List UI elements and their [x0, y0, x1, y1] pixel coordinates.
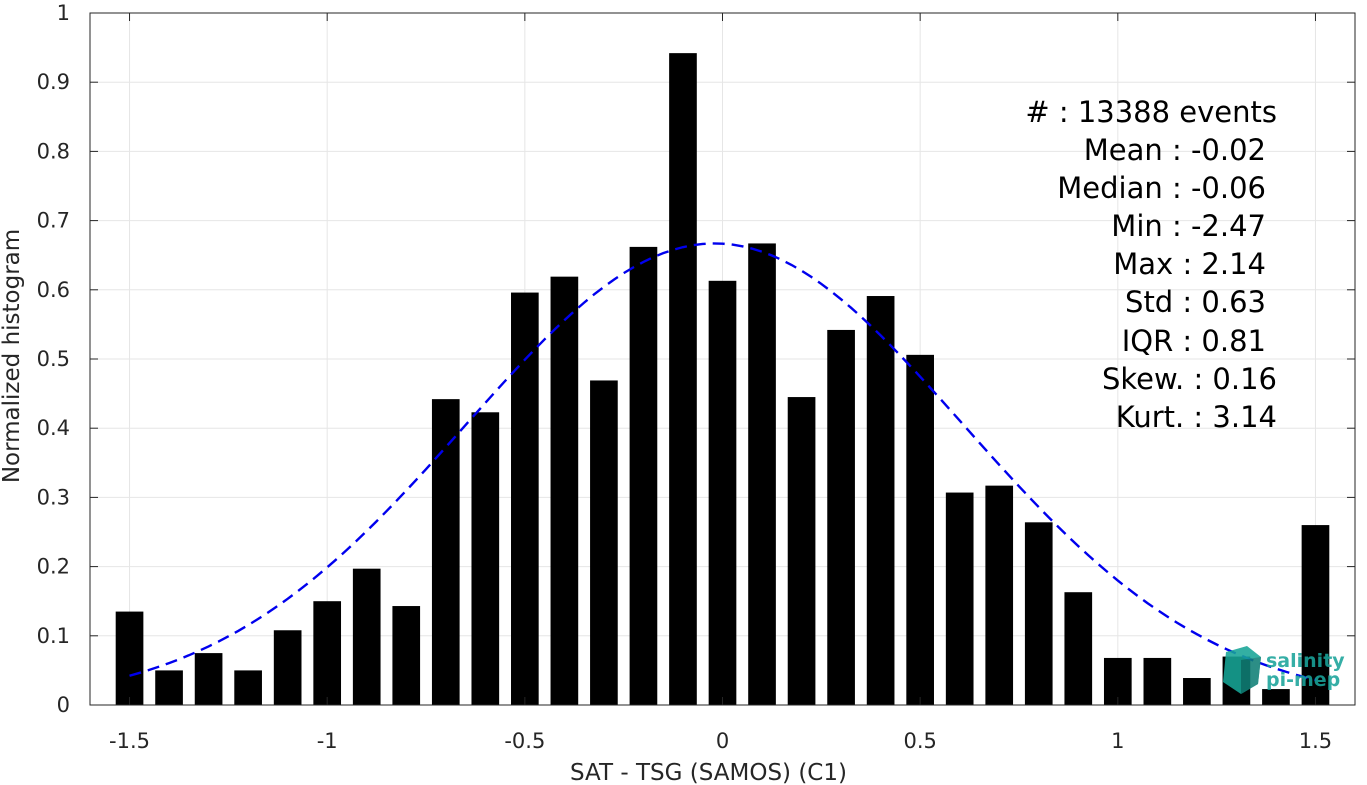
histogram-bar	[945, 492, 974, 705]
stat-kurt: Kurt. : 3.14	[1116, 400, 1277, 434]
stat-iqr: IQR : 0.81	[1122, 324, 1266, 358]
x-axis-label: SAT - TSG (SAMOS) (C1)	[570, 760, 847, 785]
histogram-bar	[511, 292, 539, 705]
y-tick-label: 0.1	[37, 624, 70, 648]
y-tick-label: 0	[57, 693, 70, 717]
histogram-bar	[827, 329, 855, 705]
x-tick-label: -1	[317, 729, 338, 753]
histogram-bar	[787, 397, 816, 705]
y-tick-label: 0.8	[37, 139, 70, 163]
x-tick-label: -1.5	[109, 729, 150, 753]
histogram-bar	[1301, 525, 1330, 705]
y-tick-label: 0.9	[37, 70, 70, 94]
histogram-bar	[194, 653, 223, 705]
histogram-bar	[115, 611, 144, 705]
histogram-bar	[708, 280, 737, 705]
histogram-bar	[906, 354, 934, 705]
stat-skew: Skew. : 0.16	[1102, 362, 1277, 396]
histogram-bar	[985, 485, 1014, 705]
histogram-bar	[155, 670, 183, 705]
statistics-annotation: # : 13388 events Mean : -0.02 Median : -…	[1025, 95, 1277, 434]
salinity-pimep-logo: salinity pi-mep	[1223, 646, 1345, 694]
histogram-bar	[273, 630, 302, 705]
y-tick-label: 0.5	[37, 347, 70, 371]
bars-group	[115, 53, 1330, 706]
histogram-bar	[1183, 678, 1211, 705]
stat-std: Std : 0.63	[1125, 285, 1266, 319]
x-tick-label: 0.5	[903, 729, 936, 753]
histogram-bar	[629, 246, 658, 705]
stat-max: Max : 2.14	[1113, 247, 1266, 281]
y-tick-label: 1	[57, 1, 70, 25]
histogram-bar	[313, 601, 342, 705]
histogram-bar	[669, 53, 697, 706]
y-tick-label: 0.2	[37, 555, 70, 579]
logo-cube-shade	[1241, 657, 1261, 694]
x-tick-label: 1.5	[1299, 729, 1332, 753]
histogram-bar	[1064, 592, 1093, 705]
stat-mean: Mean : -0.02	[1084, 133, 1266, 167]
stat-min: Min : -2.47	[1111, 209, 1266, 243]
x-tick-label: 0	[716, 729, 729, 753]
stat-median: Median : -0.06	[1057, 171, 1266, 205]
x-axis-ticks: -1.5 -1 -0.5 0 0.5 1 1.5	[109, 13, 1332, 753]
histogram-bar	[550, 276, 579, 705]
histogram-bar	[590, 380, 618, 705]
histogram-bar	[352, 568, 381, 705]
histogram-bar	[748, 243, 776, 705]
logo-text-salinity: salinity	[1266, 650, 1345, 672]
y-tick-label: 0.6	[37, 278, 70, 302]
x-tick-label: 1	[1111, 729, 1124, 753]
y-axis-label: Normalized histogram	[0, 229, 25, 483]
y-axis-ticks: 0 0.1 0.2 0.3 0.4 0.5 0.6 0.7 0.8 0.9 1	[37, 1, 1355, 717]
histogram-bar	[1143, 657, 1172, 705]
histogram-bar	[471, 412, 500, 705]
histogram-bar	[392, 606, 421, 705]
stat-count: # : 13388 events	[1025, 95, 1277, 129]
histogram-bar	[866, 296, 895, 705]
histogram-bar	[1024, 522, 1053, 705]
logo-text-pimep: pi-mep	[1266, 669, 1340, 691]
y-tick-label: 0.4	[37, 416, 70, 440]
histogram-bar	[1262, 689, 1290, 705]
histogram-bar	[431, 399, 460, 705]
histogram-bar	[234, 670, 262, 705]
y-tick-label: 0.3	[37, 485, 70, 509]
gaussian-fit-curve	[129, 242, 1316, 682]
x-tick-label: -0.5	[504, 729, 545, 753]
y-tick-label: 0.7	[37, 209, 70, 233]
